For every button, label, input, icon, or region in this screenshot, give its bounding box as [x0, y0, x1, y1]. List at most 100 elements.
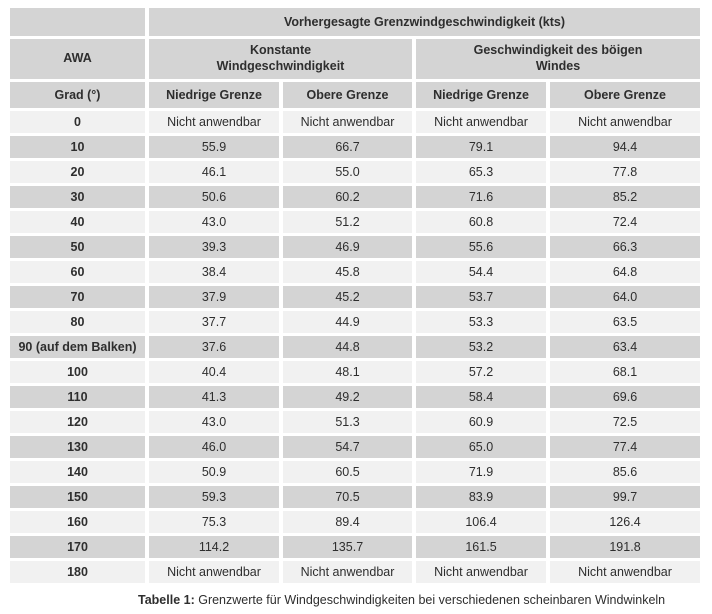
data-cell: 50.6: [149, 186, 279, 208]
table-caption: Tabelle 1: Grenzwerte für Windgeschwindi…: [138, 593, 712, 607]
data-cell: Nicht anwendbar: [550, 561, 700, 583]
row-header-awa: 80: [10, 311, 145, 333]
data-cell: 71.6: [416, 186, 546, 208]
row-header-awa: 160: [10, 511, 145, 533]
sub-header-3: Niedrige Grenze: [416, 82, 546, 108]
row-header-awa: 10: [10, 136, 145, 158]
data-cell: 43.0: [149, 211, 279, 233]
table-caption-text: Grenzwerte für Windgeschwindigkeiten bei…: [198, 593, 666, 607]
data-cell: 191.8: [550, 536, 700, 558]
row-header-awa: 50: [10, 236, 145, 258]
data-cell: 54.4: [416, 261, 546, 283]
table-row: 40 43.0 51.2 60.8 72.4: [10, 211, 700, 233]
data-cell: 63.4: [550, 336, 700, 358]
data-cell: 85.6: [550, 461, 700, 483]
data-cell: 40.4: [149, 361, 279, 383]
sub-header-4: Obere Grenze: [550, 82, 700, 108]
data-cell: 75.3: [149, 511, 279, 533]
data-cell: 77.4: [550, 436, 700, 458]
data-cell: 60.8: [416, 211, 546, 233]
main-header-row: Vorhergesagte Grenzwindgeschwindigkeit (…: [10, 8, 700, 36]
row-header-awa: 40: [10, 211, 145, 233]
data-cell: 79.1: [416, 136, 546, 158]
group-header-constant-wind: Konstante Windgeschwindigkeit: [149, 39, 412, 79]
row-header-awa: 140: [10, 461, 145, 483]
data-cell: 106.4: [416, 511, 546, 533]
table-row: 10 55.9 66.7 79.1 94.4: [10, 136, 700, 158]
table-row: 50 39.3 46.9 55.6 66.3: [10, 236, 700, 258]
data-cell: 89.4: [283, 511, 412, 533]
sub-header-row: Grad (°) Niedrige Grenze Obere Grenze Niedr…: [10, 82, 700, 108]
data-cell: 46.1: [149, 161, 279, 183]
row-header-awa: 60: [10, 261, 145, 283]
table-row: 140 50.9 60.5 71.9 85.6: [10, 461, 700, 483]
data-cell: 63.5: [550, 311, 700, 333]
data-cell: 37.7: [149, 311, 279, 333]
data-cell: 53.7: [416, 286, 546, 308]
data-cell: 64.8: [550, 261, 700, 283]
data-cell: 126.4: [550, 511, 700, 533]
data-cell: Nicht anwendbar: [416, 111, 546, 133]
table-row: 170 114.2 135.7 161.5 191.8: [10, 536, 700, 558]
data-cell: 72.5: [550, 411, 700, 433]
data-cell: Nicht anwendbar: [149, 561, 279, 583]
row-header-awa: 30: [10, 186, 145, 208]
data-cell: 46.9: [283, 236, 412, 258]
table-row: 0 Nicht anwendbar Nicht anwendbar Nicht anw…: [10, 111, 700, 133]
data-cell: 55.9: [149, 136, 279, 158]
sub-header-2: Obere Grenze: [283, 82, 412, 108]
table-row: 90 (auf dem Balken) 37.6 44.8 53.2 63.4: [10, 336, 700, 358]
corner-cell: [10, 8, 145, 36]
row-header-awa: 120: [10, 411, 145, 433]
sub-header-0: Grad (°): [10, 82, 145, 108]
table-row: 80 37.7 44.9 53.3 63.5: [10, 311, 700, 333]
data-cell: 94.4: [550, 136, 700, 158]
row-header-awa: 170: [10, 536, 145, 558]
data-cell: Nicht anwendbar: [283, 561, 412, 583]
data-cell: 66.3: [550, 236, 700, 258]
row-header-awa: 70: [10, 286, 145, 308]
data-cell: 72.4: [550, 211, 700, 233]
data-cell: 65.0: [416, 436, 546, 458]
data-cell: 66.7: [283, 136, 412, 158]
row-header-awa: 0: [10, 111, 145, 133]
data-cell: 64.0: [550, 286, 700, 308]
data-cell: Nicht anwendbar: [550, 111, 700, 133]
data-cell: 50.9: [149, 461, 279, 483]
data-cell: 114.2: [149, 536, 279, 558]
wind-limits-table: Vorhergesagte Grenzwindgeschwindigkeit (…: [6, 5, 704, 586]
table-row: 110 41.3 49.2 58.4 69.6: [10, 386, 700, 408]
group-header-row: AWA Konstante Windgeschwindigkeit Geschw…: [10, 39, 700, 79]
data-cell: 51.3: [283, 411, 412, 433]
data-cell: 60.9: [416, 411, 546, 433]
data-cell: 46.0: [149, 436, 279, 458]
data-cell: 77.8: [550, 161, 700, 183]
data-cell: 70.5: [283, 486, 412, 508]
data-cell: 44.8: [283, 336, 412, 358]
table-row: 100 40.4 48.1 57.2 68.1: [10, 361, 700, 383]
data-cell: 71.9: [416, 461, 546, 483]
data-cell: 99.7: [550, 486, 700, 508]
row-header-awa: 100: [10, 361, 145, 383]
table-row: 30 50.6 60.2 71.6 85.2: [10, 186, 700, 208]
data-cell: 45.2: [283, 286, 412, 308]
data-cell: 60.2: [283, 186, 412, 208]
data-cell: 43.0: [149, 411, 279, 433]
data-cell: 65.3: [416, 161, 546, 183]
data-cell: 53.2: [416, 336, 546, 358]
data-cell: Nicht anwendbar: [416, 561, 546, 583]
data-cell: 49.2: [283, 386, 412, 408]
row-header-awa: 150: [10, 486, 145, 508]
table-row: 70 37.9 45.2 53.7 64.0: [10, 286, 700, 308]
row-header-awa: 90 (auf dem Balken): [10, 336, 145, 358]
row-header-awa: 20: [10, 161, 145, 183]
table-row: 120 43.0 51.3 60.9 72.5: [10, 411, 700, 433]
table-row: 150 59.3 70.5 83.9 99.7: [10, 486, 700, 508]
data-cell: 161.5: [416, 536, 546, 558]
data-cell: 38.4: [149, 261, 279, 283]
sub-header-1: Niedrige Grenze: [149, 82, 279, 108]
row-header-awa: 110: [10, 386, 145, 408]
data-cell: 68.1: [550, 361, 700, 383]
row-header-awa: 130: [10, 436, 145, 458]
data-cell: 54.7: [283, 436, 412, 458]
